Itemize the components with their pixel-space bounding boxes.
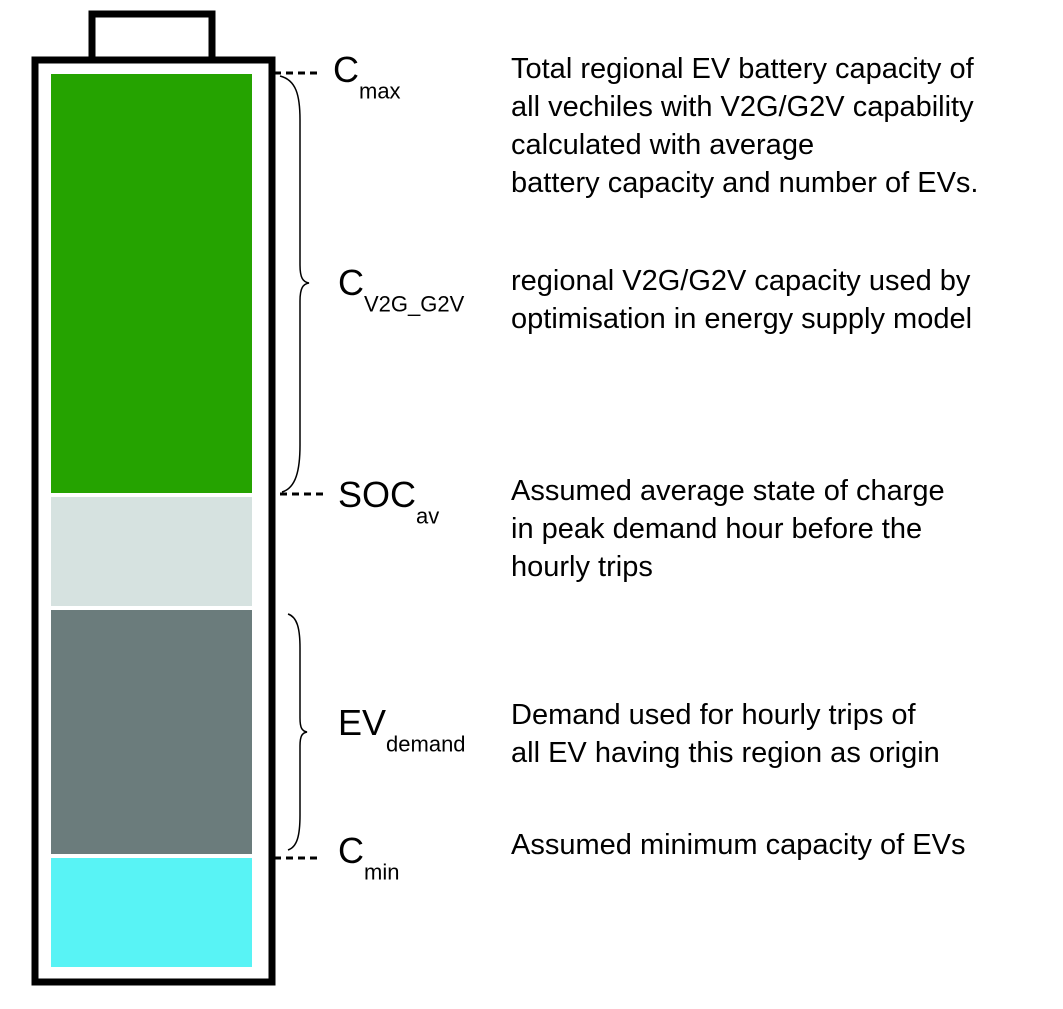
min-capacity-segment [51,858,252,967]
evdemand-description: Demand used for hourly trips of all EV h… [511,696,940,772]
socav-label: SOCav [338,474,440,529]
description-line: Total regional EV battery capacity of [511,53,974,85]
description-line: all EV having this region as origin [511,737,940,769]
cmin-label: Cmin [338,830,400,885]
ev-demand-brace [287,613,308,851]
description-line: hourly trips [511,551,653,583]
description-line: all vechiles with V2G/G2V capability [511,91,974,123]
description-line: calculated with average [511,129,815,161]
soc-buffer-segment [51,497,252,606]
v2g-capacity-brace [279,75,310,493]
description-line: optimisation in energy supply model [511,303,973,335]
v2g-capacity-segment [51,74,252,493]
description-line: in peak demand hour before the [511,513,923,545]
description-line: Assumed minimum capacity of EVs [511,829,966,861]
cv2g-g2v-description: regional V2G/G2V capacity used by optimi… [511,262,972,338]
evdemand-label: EVdemand [338,702,466,757]
ev-demand-segment [51,610,252,854]
socav-description: Assumed average state of charge in peak … [511,472,945,586]
cmax-description: Total regional EV battery capacity of al… [511,50,978,202]
cmax-label: Cmax [333,49,401,104]
cv2g-g2v-label: CV2G_G2V [338,262,465,317]
description-line: Assumed average state of charge [511,475,945,507]
battery-terminal [88,10,216,64]
description-line: regional V2G/G2V capacity used by [511,265,971,297]
description-line: Demand used for hourly trips of [511,699,916,731]
cmin-description: Assumed minimum capacity of EVs [511,826,965,864]
description-line: battery capacity and number of EVs. [511,167,979,199]
